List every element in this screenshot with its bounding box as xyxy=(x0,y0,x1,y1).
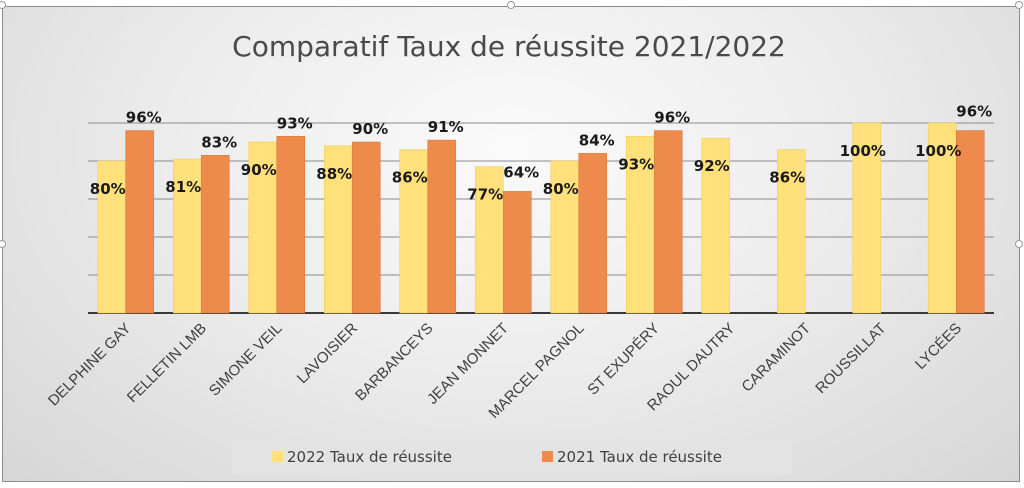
resize-handle-top-center[interactable] xyxy=(507,1,515,9)
bar-2021 xyxy=(200,155,230,314)
data-label-2022: 81% xyxy=(165,178,201,196)
data-label-2021: 90% xyxy=(352,120,388,138)
bar-2022 xyxy=(97,160,127,314)
bar-2022 xyxy=(172,158,202,314)
data-label-2022: 93% xyxy=(618,155,654,173)
category-label: SIMONE VEIL xyxy=(206,320,286,400)
data-label-2022: 77% xyxy=(467,186,503,204)
data-label-2022: 86% xyxy=(769,169,805,187)
bar-2021 xyxy=(427,139,457,314)
bar-2022 xyxy=(927,122,957,314)
bars xyxy=(97,122,985,314)
data-label-2021: 96% xyxy=(126,109,162,127)
bar-2021 xyxy=(955,130,985,314)
category-label: CARAMINOT xyxy=(738,320,814,396)
legend-item-2021-swatch xyxy=(542,451,553,462)
data-label-2021: 84% xyxy=(579,131,615,149)
category-label: ROUSSILLAT xyxy=(812,320,889,397)
data-label-2022: 80% xyxy=(543,180,579,198)
data-label-2022: 90% xyxy=(241,161,277,179)
resize-handle-top-right[interactable] xyxy=(1015,1,1023,9)
data-label-2022: 100% xyxy=(840,142,886,160)
gridlines xyxy=(88,122,994,314)
data-label-2022: 92% xyxy=(694,157,730,175)
legend: 2022 Taux de réussite 2021 Taux de réussi… xyxy=(232,440,792,474)
bar-2021 xyxy=(125,130,155,314)
data-label-2022: 88% xyxy=(316,165,352,183)
bar-2021 xyxy=(578,153,608,314)
bar-2021 xyxy=(653,130,683,314)
data-labels: 80%96%81%83%90%93%88%90%86%91%77%64%80%8… xyxy=(90,103,992,204)
resize-handle-middle-right[interactable] xyxy=(1015,240,1023,248)
legend-box xyxy=(232,440,792,474)
category-label: ST EXUPÉRY xyxy=(584,320,663,399)
chart-title: Comparatif Taux de réussite 2021/2022 xyxy=(232,30,786,63)
category-label: DELPHINE GAY xyxy=(45,320,135,410)
category-label: FELLETIN LMB xyxy=(124,320,210,406)
legend-item-2022-label: 2022 Taux de réussite xyxy=(287,448,452,466)
category-label: BARBANCEYS xyxy=(352,320,437,405)
legend-item-2022-swatch xyxy=(272,451,283,462)
data-label-2021: 93% xyxy=(277,114,313,132)
legend-item-2021-label: 2021 Taux de réussite xyxy=(557,448,722,466)
bar-2021 xyxy=(276,136,306,314)
data-label-2022: 80% xyxy=(90,180,126,198)
bar-2022 xyxy=(323,145,353,314)
resize-handle-middle-left[interactable] xyxy=(0,240,6,248)
data-label-2021: 91% xyxy=(428,118,464,136)
bar-2021 xyxy=(502,191,532,314)
data-label-2022: 86% xyxy=(392,169,428,187)
bar-2022 xyxy=(625,136,655,314)
bar-2022 xyxy=(776,149,806,314)
bar-2022 xyxy=(701,137,731,314)
category-label: LAVOISIER xyxy=(294,320,361,387)
resize-handle-top-left[interactable] xyxy=(0,1,6,9)
bar-2022 xyxy=(550,160,580,314)
data-label-2022: 100% xyxy=(915,142,961,160)
category-label: LYCÉES xyxy=(912,320,965,373)
bar-2021 xyxy=(351,141,381,314)
category-label: JEAN MONNET xyxy=(424,320,512,408)
bar-2022 xyxy=(852,122,882,314)
data-label-2021: 96% xyxy=(956,103,992,121)
data-label-2021: 96% xyxy=(654,109,690,127)
data-label-2021: 83% xyxy=(201,133,237,151)
data-label-2021: 64% xyxy=(503,163,539,181)
